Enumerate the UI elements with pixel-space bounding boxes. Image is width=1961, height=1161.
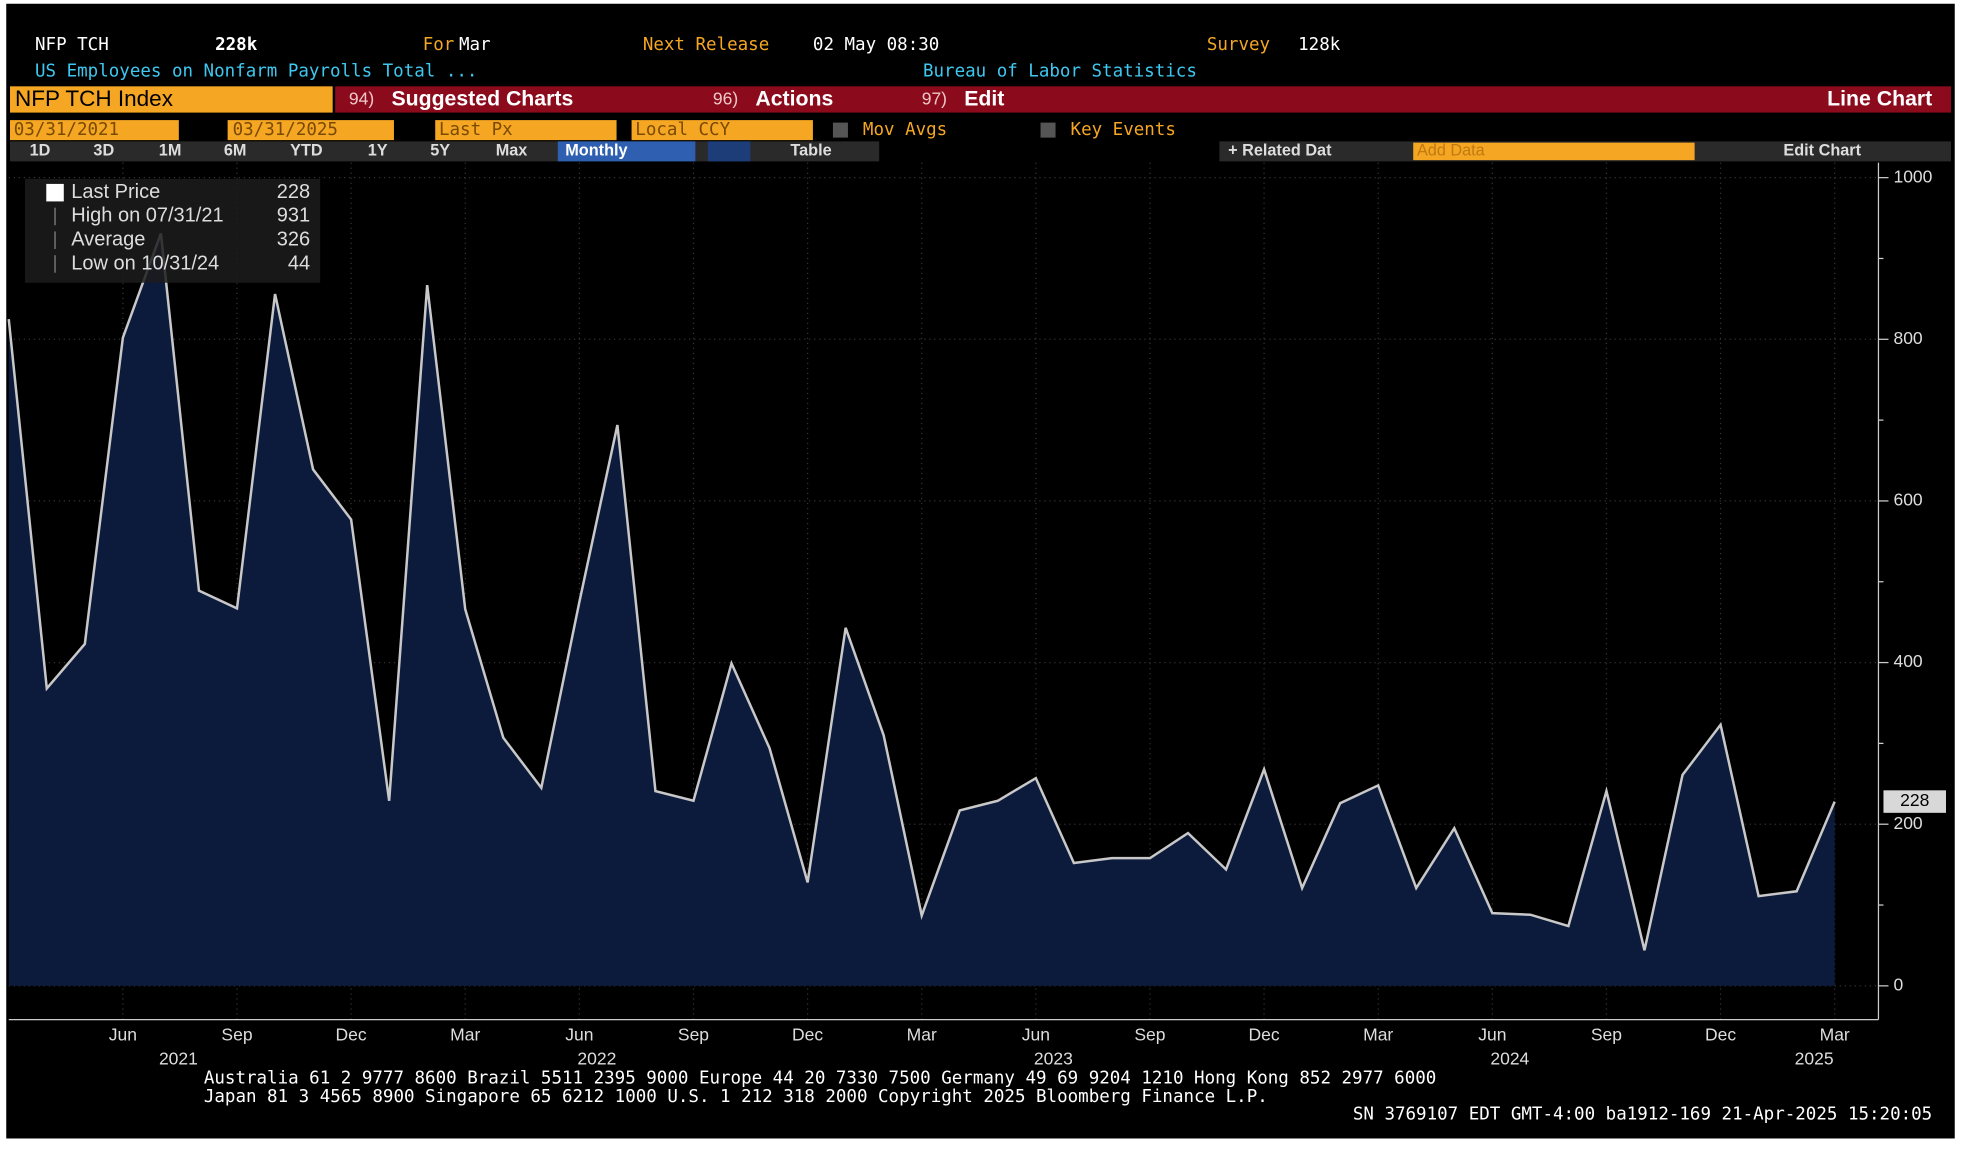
for-value: Mar bbox=[459, 35, 491, 55]
end-date-field[interactable] bbox=[227, 120, 394, 141]
range-button[interactable]: 6M bbox=[224, 142, 247, 160]
legend-value: 228 bbox=[277, 181, 310, 203]
actions-menu[interactable]: Actions bbox=[755, 87, 833, 111]
key-events[interactable]: Key Events bbox=[1071, 120, 1176, 140]
range-button[interactable]: 5Y bbox=[430, 142, 450, 160]
legend-value: 44 bbox=[288, 252, 310, 274]
x-tick-label: Sep bbox=[1134, 1025, 1165, 1045]
chart-type[interactable]: Line Chart bbox=[1827, 87, 1932, 111]
suggested-charts[interactable]: Suggested Charts bbox=[391, 87, 573, 111]
footer-line: SN 3769107 EDT GMT-4:00 ba1912-169 21-Ap… bbox=[1353, 1105, 1932, 1125]
x-tick-label: Jun bbox=[109, 1025, 137, 1045]
x-tick-label: Mar bbox=[450, 1025, 480, 1045]
legend-icon bbox=[46, 183, 64, 202]
checkbox[interactable] bbox=[832, 122, 848, 138]
start-date[interactable]: 03/31/2021 bbox=[14, 120, 119, 140]
range-button[interactable]: 1D bbox=[30, 142, 51, 160]
x-tick-label: Mar bbox=[1820, 1025, 1850, 1045]
x-tick-label: Sep bbox=[221, 1025, 252, 1045]
next-release-label: Next Release bbox=[643, 35, 769, 55]
index-name[interactable]: NFP TCH Index bbox=[15, 86, 174, 111]
period[interactable]: Monthly bbox=[565, 142, 627, 160]
x-tick-label: Mar bbox=[907, 1025, 937, 1045]
field-select[interactable] bbox=[435, 120, 617, 141]
footer-line: Australia 61 2 9777 8600 Brazil 5511 239… bbox=[204, 1068, 1436, 1088]
currency-select[interactable] bbox=[631, 120, 813, 141]
y-tick-label: 200 bbox=[1893, 813, 1922, 833]
legend-label: Low on 10/31/24 bbox=[71, 252, 219, 274]
x-year-label: 2023 bbox=[1034, 1048, 1073, 1068]
currency[interactable]: Local CCY bbox=[635, 120, 730, 140]
period-button[interactable] bbox=[557, 141, 696, 162]
edit-chart[interactable]: Edit Chart bbox=[1783, 142, 1861, 160]
end-date[interactable]: 03/31/2025 bbox=[233, 120, 338, 140]
footer-line: Japan 81 3 4565 8900 Singapore 65 6212 1… bbox=[204, 1087, 1268, 1107]
x-tick-label: Dec bbox=[792, 1025, 823, 1045]
start-date-field[interactable] bbox=[10, 120, 179, 141]
x-tick-label: Jun bbox=[1478, 1025, 1506, 1045]
range-button[interactable]: YTD bbox=[290, 142, 323, 160]
x-year-label: 2022 bbox=[577, 1048, 616, 1068]
ticker: NFP TCH bbox=[35, 35, 109, 55]
x-tick-label: Dec bbox=[1249, 1025, 1280, 1045]
x-year-label: 2021 bbox=[159, 1048, 198, 1068]
x-tick-label: Sep bbox=[678, 1025, 709, 1045]
line bbox=[7, 232, 1836, 951]
area bbox=[8, 233, 1835, 986]
description: US Employees on Nonfarm Payrolls Total .… bbox=[35, 61, 477, 81]
for-label: For bbox=[423, 35, 455, 55]
legend-value: 326 bbox=[277, 228, 310, 250]
last-price-tag bbox=[1883, 790, 1946, 813]
checkbox[interactable] bbox=[1040, 122, 1056, 138]
edit-menu[interactable]: Edit bbox=[964, 87, 1004, 111]
range-button[interactable]: Max bbox=[496, 142, 528, 160]
range-button[interactable]: 1Y bbox=[368, 142, 388, 160]
menu-number: 96) bbox=[713, 89, 738, 109]
legend-label: High on 07/31/21 bbox=[71, 205, 223, 227]
x-tick-label: Mar bbox=[1363, 1025, 1393, 1045]
table-button[interactable]: Table bbox=[790, 142, 831, 160]
y-tick-label: 800 bbox=[1893, 328, 1922, 348]
x-year-label: 2024 bbox=[1490, 1048, 1529, 1068]
y-tick-label: 600 bbox=[1893, 490, 1922, 510]
legend-label: Average bbox=[71, 228, 145, 250]
source: Bureau of Labor Statistics bbox=[923, 61, 1197, 81]
menu-number: 94) bbox=[349, 89, 374, 109]
related-data[interactable]: + Related Dat bbox=[1228, 142, 1332, 160]
last-price-label: 228 bbox=[1900, 790, 1929, 810]
last-value: 228k bbox=[215, 35, 258, 55]
legend-value: 931 bbox=[277, 205, 310, 227]
x-year-label: 2025 bbox=[1795, 1048, 1834, 1068]
y-tick-label: 400 bbox=[1893, 651, 1922, 671]
menu-number: 97) bbox=[922, 89, 947, 109]
field-name[interactable]: Last Px bbox=[439, 120, 513, 140]
x-tick-label: Jun bbox=[565, 1025, 593, 1045]
x-tick-label: Sep bbox=[1591, 1025, 1622, 1045]
next-release-value: 02 May 08:30 bbox=[813, 35, 939, 55]
x-tick-label: Dec bbox=[1705, 1025, 1736, 1045]
survey-value: 128k bbox=[1298, 35, 1341, 55]
menu-bar bbox=[335, 86, 1951, 113]
mov-avgs[interactable]: Mov Avgs bbox=[863, 120, 947, 140]
x-tick-label: Dec bbox=[336, 1025, 367, 1045]
range-button[interactable]: 3D bbox=[93, 142, 114, 160]
index-box[interactable] bbox=[10, 86, 333, 113]
survey-label: Survey bbox=[1207, 35, 1270, 55]
chart-icon-button[interactable] bbox=[707, 141, 751, 162]
add-data-field[interactable] bbox=[1413, 142, 1695, 161]
range-button[interactable]: 1M bbox=[159, 142, 182, 160]
legend-label: Last Price bbox=[71, 181, 160, 203]
x-tick-label: Jun bbox=[1022, 1025, 1050, 1045]
legend-box bbox=[25, 178, 321, 283]
add-data[interactable]: Add Data bbox=[1417, 142, 1486, 160]
y-tick-label: 1000 bbox=[1893, 166, 1932, 186]
y-tick-label: 0 bbox=[1893, 974, 1903, 994]
